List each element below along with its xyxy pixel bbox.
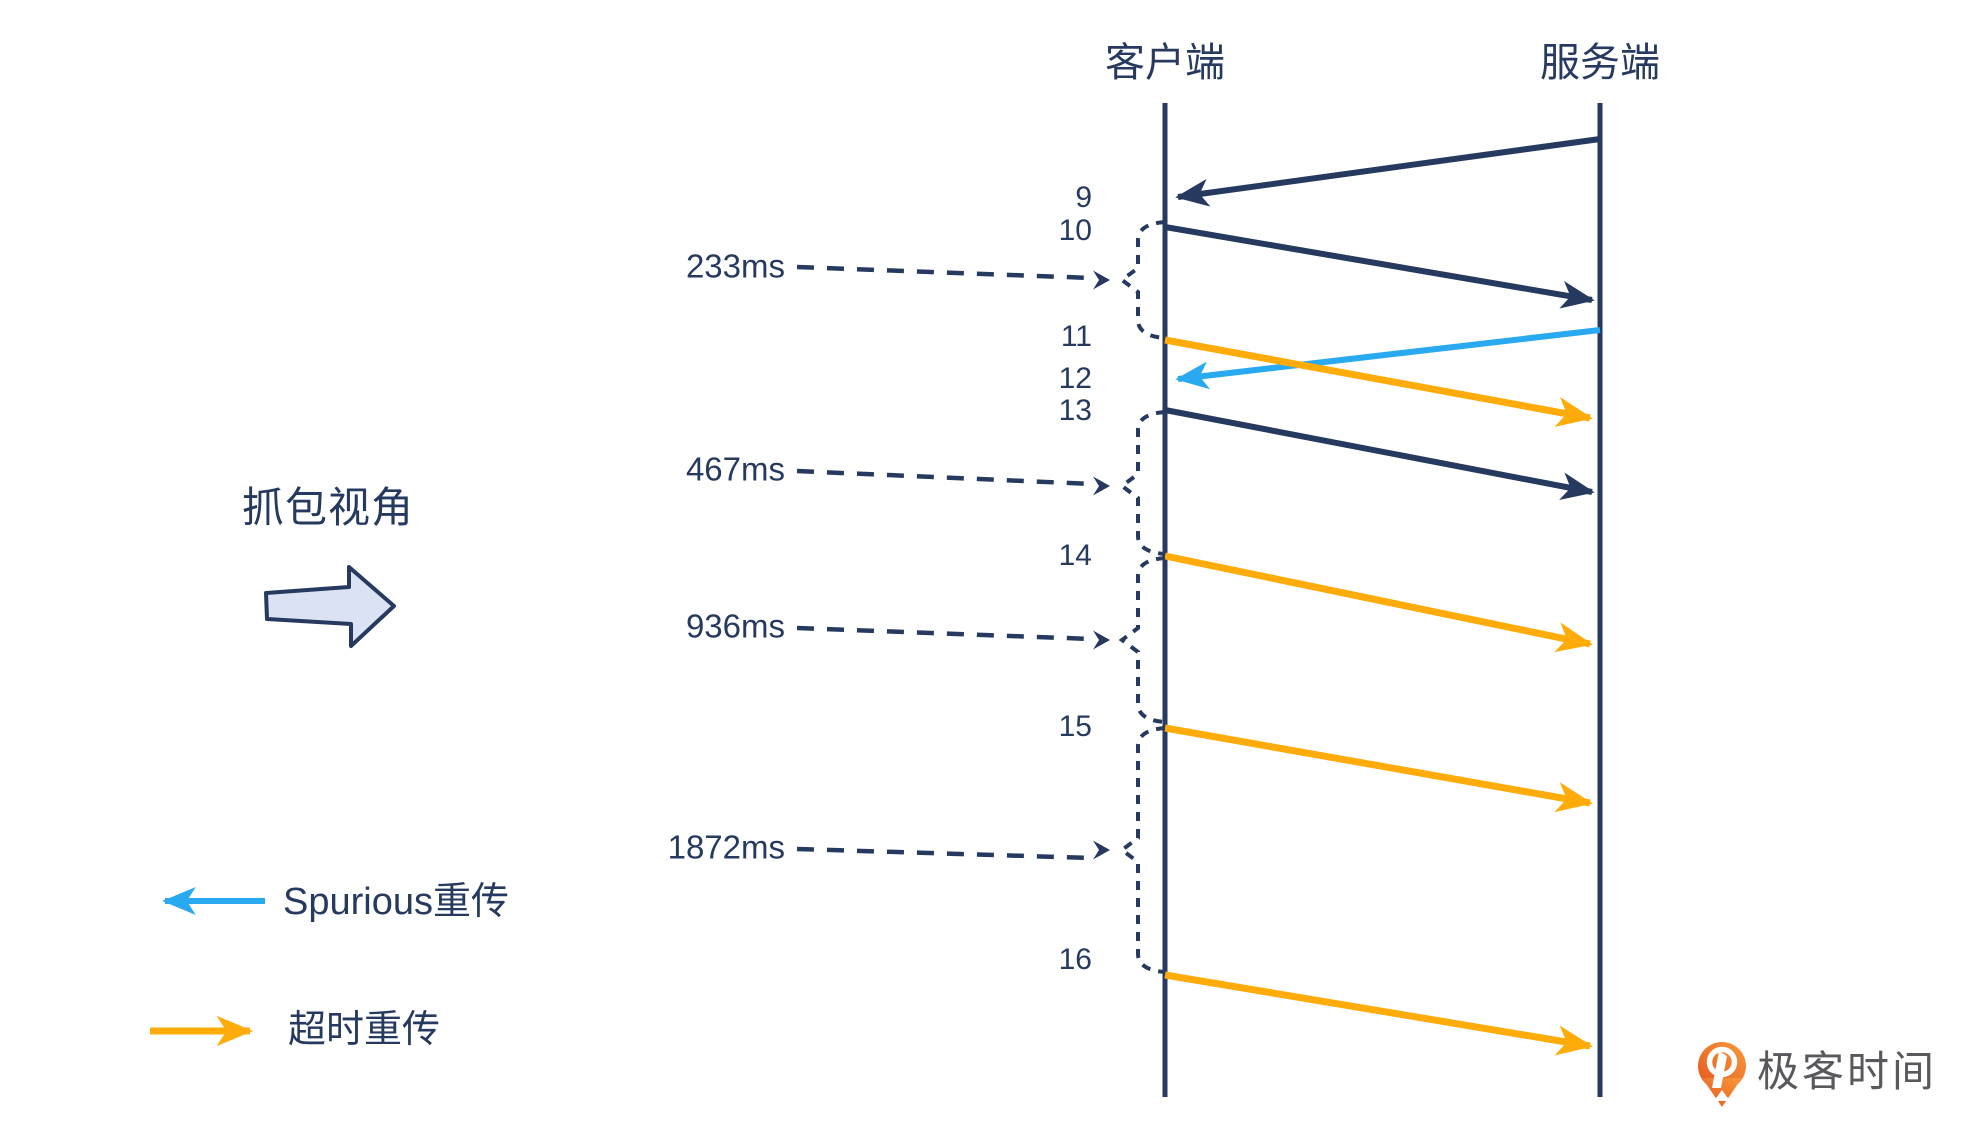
seq-label-10: 10: [1058, 214, 1092, 247]
timeout-label-1872ms: 1872ms: [667, 828, 785, 866]
geektime-logo-text: 极客时间: [1757, 1048, 1938, 1095]
retrans-arrow-14: [1164, 552, 1593, 653]
seq-label-12: 12: [1058, 362, 1092, 395]
timeout-label-467ms: 467ms: [685, 450, 785, 488]
capture-view-label: 抓包视角: [242, 484, 415, 531]
seq-label-13: 13: [1058, 394, 1092, 427]
rto-brace-1: [1118, 220, 1166, 340]
spurious-arrow-12: [1175, 327, 1601, 390]
seq-label-14: 14: [1058, 539, 1092, 572]
retrans-arrow-15: [1164, 724, 1593, 813]
server-title: 服务端: [1540, 41, 1660, 85]
ack-arrow-9: [1175, 136, 1601, 207]
legend-spurious-label: Spurious重传: [283, 881, 509, 923]
rto-brace-4: [1118, 726, 1166, 974]
seq-label-9: 9: [1075, 181, 1092, 214]
seq-label-16: 16: [1058, 943, 1092, 976]
timeout-label-936ms: 936ms: [685, 607, 785, 645]
capture-view-block-arrow: [264, 565, 396, 648]
timeout-label-233ms: 233ms: [685, 247, 785, 285]
seq-label-11: 11: [1060, 320, 1092, 353]
legend-timeout-label: 超时重传: [288, 1009, 441, 1051]
retrans-arrow-11: [1164, 336, 1593, 427]
geektime-logo-icon: [1698, 1042, 1746, 1107]
data-arrow-13: [1164, 407, 1595, 500]
retrans-arrow-16: [1164, 971, 1593, 1056]
rto-brace-2: [1118, 410, 1166, 556]
rto-pointer-233ms: [796, 264, 1110, 290]
rto-brace-3: [1118, 556, 1166, 724]
rto-pointer-467ms: [796, 468, 1110, 496]
rto-pointer-1872ms: [796, 840, 1110, 861]
seq-label-15: 15: [1058, 710, 1092, 743]
rto-pointer-936ms: [796, 625, 1110, 650]
data-arrow-10: [1164, 224, 1595, 309]
client-title: 客户端: [1105, 41, 1225, 85]
